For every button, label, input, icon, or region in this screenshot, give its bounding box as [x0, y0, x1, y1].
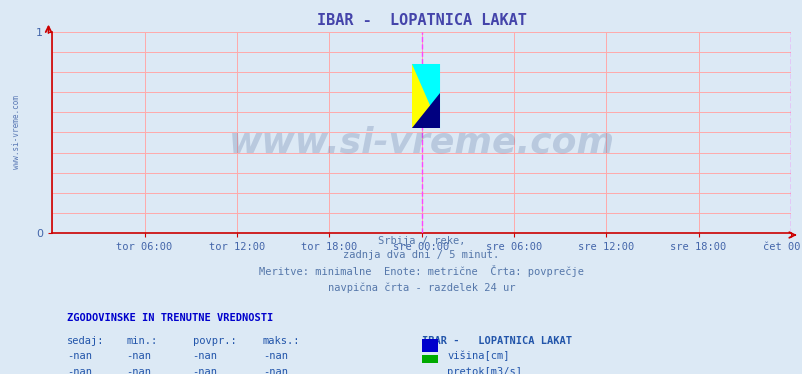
Text: -nan: -nan [262, 367, 287, 374]
Text: -nan: -nan [126, 367, 151, 374]
Text: Srbija / reke,
zadnja dva dni / 5 minut.
Meritve: minimalne  Enote: metrične  Čr: Srbija / reke, zadnja dva dni / 5 minut.… [259, 236, 583, 292]
Bar [421, 340, 437, 352]
Text: -nan: -nan [192, 367, 217, 374]
Text: višina[cm]: višina[cm] [447, 351, 509, 362]
Text: ZGODOVINSKE IN TRENUTNE VREDNOSTI: ZGODOVINSKE IN TRENUTNE VREDNOSTI [67, 313, 273, 324]
Text: -nan: -nan [67, 351, 92, 361]
Text: min.:: min.: [126, 335, 157, 346]
Polygon shape [411, 93, 439, 128]
Text: -nan: -nan [126, 351, 151, 361]
Text: IBAR -   LOPATNICA LAKAT: IBAR - LOPATNICA LAKAT [421, 335, 571, 346]
Bar [421, 371, 437, 374]
Text: sedaj:: sedaj: [67, 335, 104, 346]
Bar [421, 355, 437, 368]
Text: www.si-vreme.com: www.si-vreme.com [229, 125, 614, 159]
Text: povpr.:: povpr.: [192, 335, 236, 346]
Text: -nan: -nan [67, 367, 92, 374]
Text: pretok[m3/s]: pretok[m3/s] [447, 367, 522, 374]
Text: -nan: -nan [192, 351, 217, 361]
Text: -nan: -nan [262, 351, 287, 361]
Bar [411, 64, 439, 128]
Polygon shape [411, 64, 439, 128]
Title: IBAR -  LOPATNICA LAKAT: IBAR - LOPATNICA LAKAT [316, 13, 526, 28]
Text: maks.:: maks.: [262, 335, 300, 346]
Text: www.si-vreme.com: www.si-vreme.com [12, 95, 21, 169]
